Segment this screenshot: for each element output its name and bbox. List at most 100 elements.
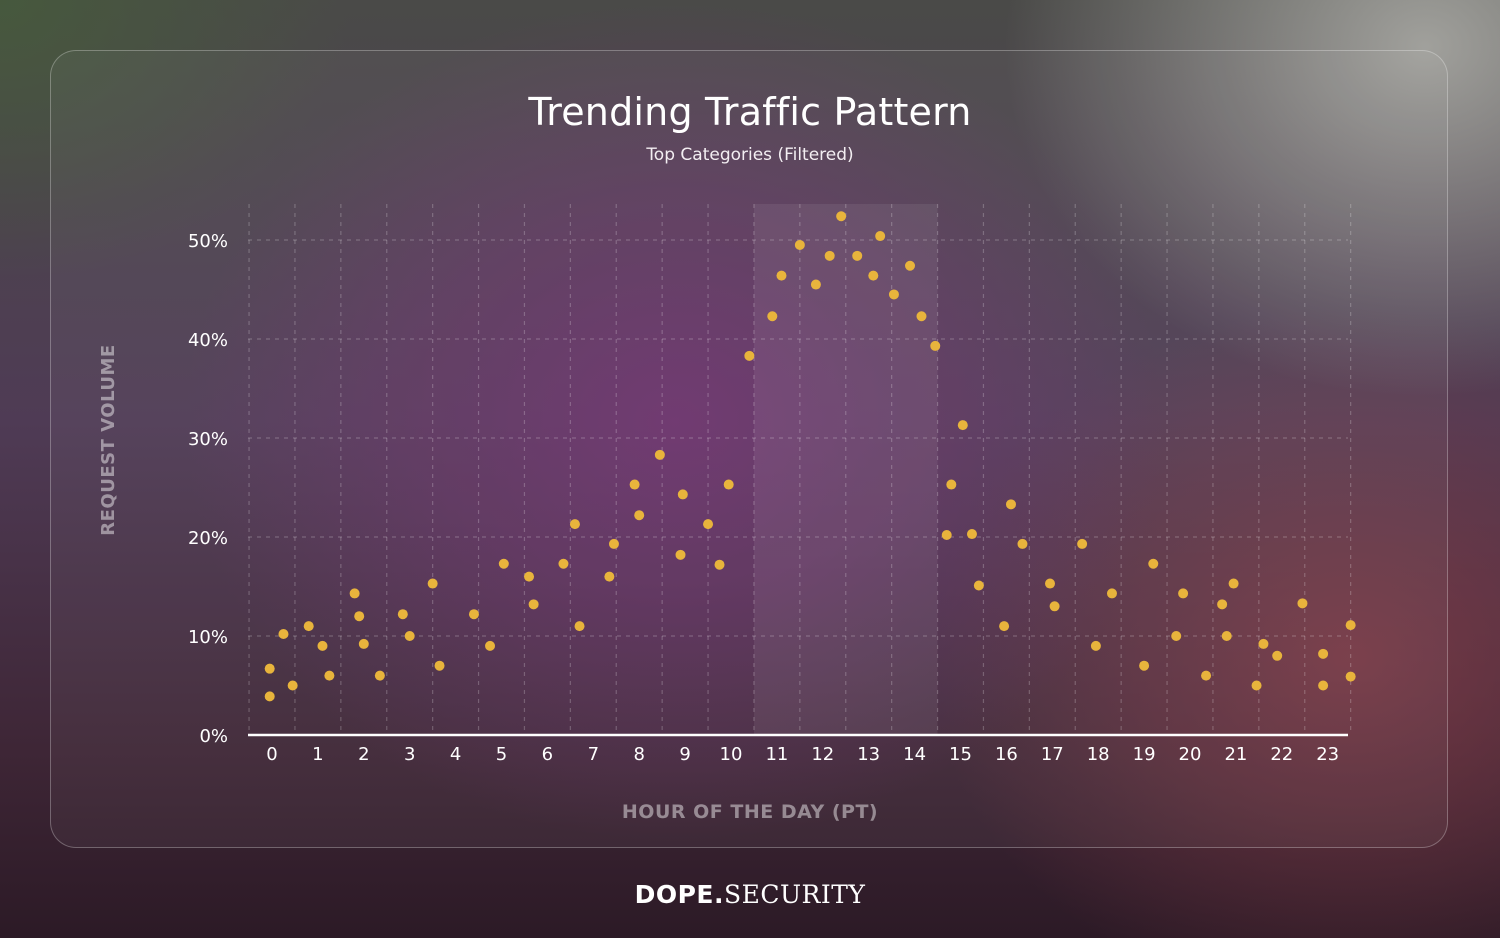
data-point [498, 558, 509, 569]
data-point [1005, 499, 1016, 510]
data-point [723, 479, 734, 490]
data-point [852, 250, 863, 261]
data-point [1077, 538, 1088, 549]
y-tick-label: 10% [188, 627, 228, 648]
data-point [1017, 538, 1028, 549]
data-point [264, 663, 275, 674]
x-tick-label: 1 [312, 744, 323, 765]
data-point [287, 680, 298, 691]
x-tick-label: 4 [450, 744, 461, 765]
x-tick-label: 0 [266, 744, 277, 765]
data-point [1049, 601, 1060, 612]
data-point [810, 279, 821, 290]
data-point [264, 691, 275, 702]
x-tick-label: 2 [358, 744, 369, 765]
x-tick-label: 22 [1270, 744, 1293, 765]
data-point [875, 231, 886, 242]
data-point [1178, 588, 1189, 599]
data-point [1090, 640, 1101, 651]
data-point [374, 670, 385, 681]
x-tick-label: 10 [720, 744, 743, 765]
highlight-band [753, 204, 938, 735]
data-point [354, 611, 365, 622]
data-point [767, 311, 778, 322]
data-point [868, 270, 879, 281]
data-point [957, 420, 968, 431]
data-point [1106, 588, 1117, 599]
data-point [558, 558, 569, 569]
data-point [1045, 578, 1056, 589]
y-tick-label: 20% [188, 528, 228, 549]
data-point [317, 640, 328, 651]
data-point [324, 670, 335, 681]
x-tick-label: 21 [1224, 744, 1247, 765]
data-point [427, 578, 438, 589]
data-point [434, 660, 445, 671]
data-point [776, 270, 787, 281]
data-point [569, 519, 580, 530]
data-point [468, 609, 479, 620]
chart-card [50, 50, 1448, 848]
y-tick-label: 0% [199, 726, 228, 747]
data-point [629, 479, 640, 490]
brand-logo: DOPE.SECURITY [0, 880, 1500, 909]
data-point [703, 519, 714, 530]
data-point [930, 340, 941, 351]
x-tick-label: 13 [857, 744, 880, 765]
data-point [404, 631, 415, 641]
data-point [675, 549, 686, 560]
data-point [916, 311, 927, 322]
x-tick-label: 20 [1179, 744, 1202, 765]
data-point [1318, 680, 1329, 691]
data-point [677, 489, 688, 500]
data-point [1251, 680, 1262, 691]
data-point [1201, 670, 1212, 681]
x-tick-label: 12 [811, 744, 834, 765]
data-point [973, 580, 984, 591]
data-point [528, 599, 539, 610]
x-tick-label: 6 [542, 744, 553, 765]
data-point [888, 289, 899, 300]
data-point [1171, 631, 1182, 641]
data-point [634, 510, 645, 521]
data-point [1217, 599, 1228, 610]
data-point [349, 588, 360, 599]
data-point [1221, 631, 1232, 641]
x-tick-label: 18 [1087, 744, 1110, 765]
data-point [1318, 648, 1329, 659]
x-tick-label: 5 [496, 744, 507, 765]
brand-light: SECURITY [723, 880, 866, 909]
chart-subtitle: Top Categories (Filtered) [646, 145, 854, 165]
brand-bold: DOPE. [634, 880, 724, 909]
y-tick-label: 40% [188, 330, 228, 351]
data-point [946, 479, 957, 490]
x-tick-label: 7 [588, 744, 599, 765]
data-point [1258, 638, 1269, 649]
chart-title: Trending Traffic Pattern [528, 90, 972, 134]
x-tick-label: 15 [949, 744, 972, 765]
y-axis-title: REQUEST VOLUME [98, 344, 119, 535]
data-point [941, 530, 952, 541]
x-tick-label: 16 [995, 744, 1018, 765]
data-point [1297, 598, 1308, 609]
data-point [905, 260, 916, 271]
data-point [1228, 578, 1239, 589]
data-point [999, 621, 1010, 632]
x-tick-label: 9 [679, 744, 690, 765]
x-tick-label: 11 [765, 744, 788, 765]
data-point [824, 250, 835, 261]
data-point [604, 571, 615, 582]
data-point [836, 211, 847, 222]
data-point [794, 239, 805, 250]
data-point [1148, 558, 1159, 569]
data-point [1272, 650, 1283, 661]
data-point [574, 621, 585, 632]
data-point [278, 629, 289, 640]
data-point [1139, 660, 1150, 671]
x-axis-title: HOUR OF THE DAY (PT) [622, 801, 878, 823]
x-tick-label: 19 [1133, 744, 1156, 765]
data-point [397, 609, 408, 620]
data-point [303, 621, 314, 632]
data-point [1345, 671, 1356, 682]
